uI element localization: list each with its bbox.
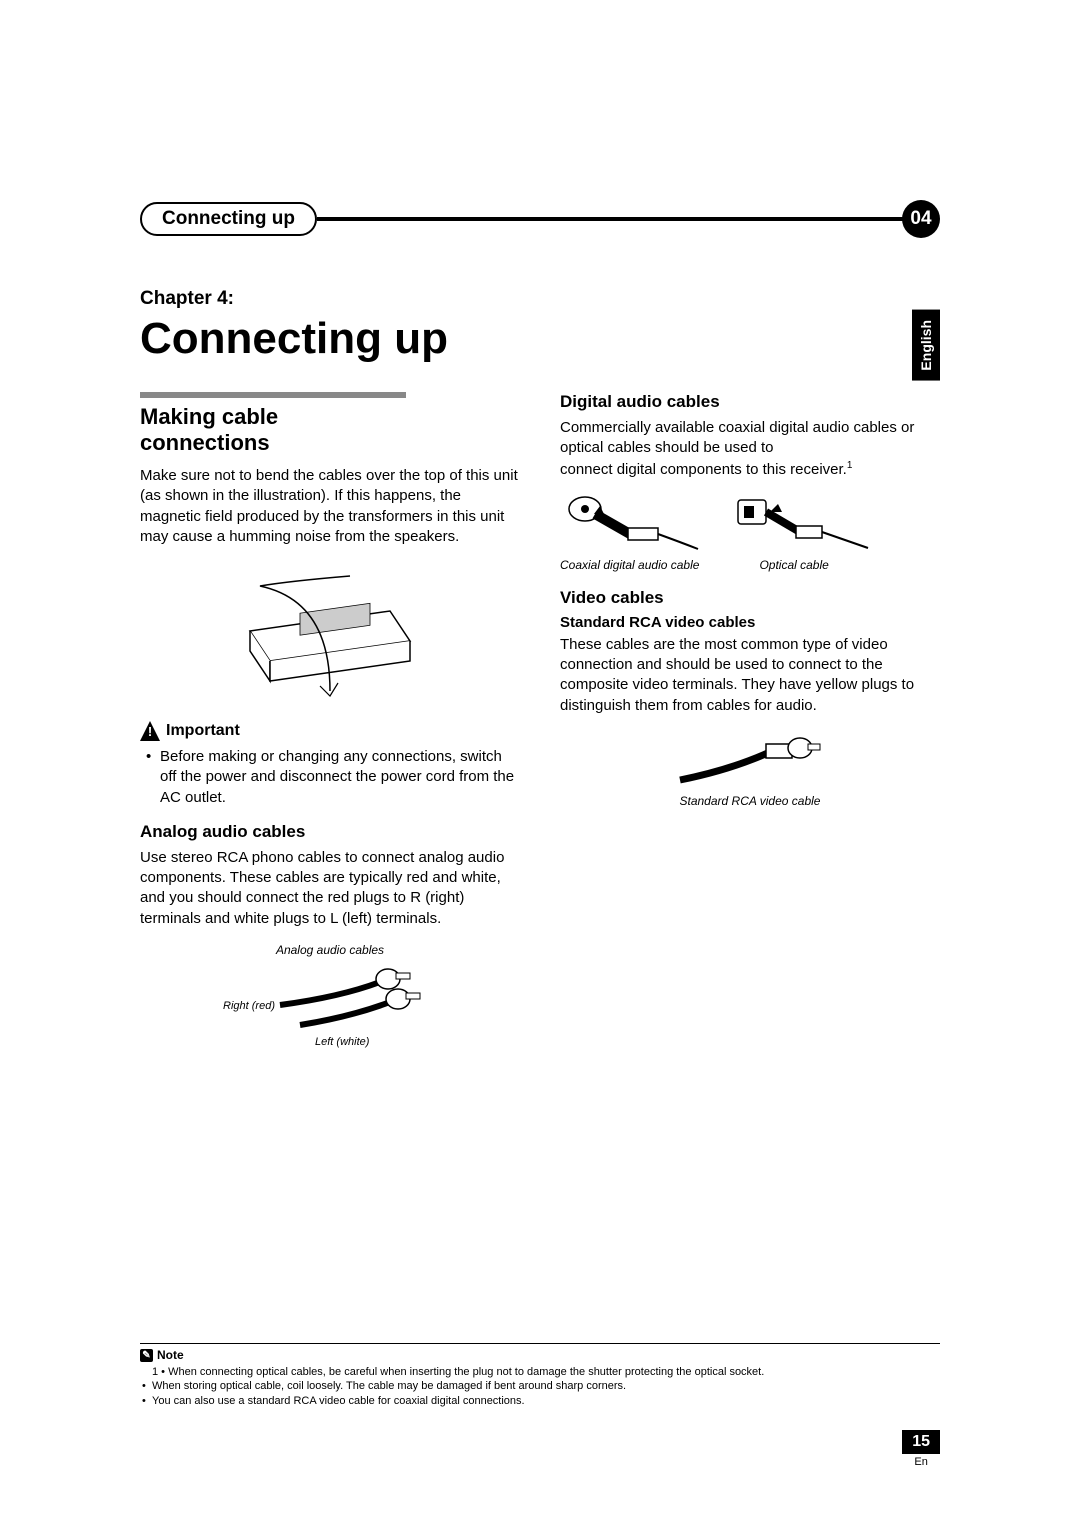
section-title: Making cable connections [140, 392, 406, 456]
analog-fig-title: Analog audio cables [140, 943, 520, 957]
digital-body-2: connect digital components to this recei… [560, 461, 847, 478]
video-heading: Video cables [560, 588, 940, 608]
right-column: Digital audio cables Commercially availa… [560, 392, 940, 1061]
coax-label: Coaxial digital audio cable [560, 558, 699, 572]
rca-pair-icon: Right (red) Left (white) [220, 967, 440, 1057]
header-pill: Connecting up [140, 202, 317, 236]
note-header: ✎ Note [140, 1348, 940, 1364]
unit-illustration [140, 561, 520, 701]
footnote-ref: 1 [847, 460, 853, 471]
chapter-prefix: Chapter 4: [140, 288, 940, 310]
important-row: ! Important [140, 721, 520, 741]
warning-icon: ! [140, 721, 160, 741]
digital-body-1: Commercially available coaxial digital a… [560, 419, 914, 456]
header-line [317, 217, 904, 221]
page-number: 15 [902, 1430, 940, 1454]
note-label: Note [157, 1348, 184, 1364]
chapter-number-badge: 04 [902, 200, 940, 238]
note-icon: ✎ [140, 1349, 153, 1362]
rca-video-illustration [560, 730, 940, 790]
note-3: You can also use a standard RCA video ca… [140, 1394, 940, 1408]
digital-cable-labels: Coaxial digital audio cable Optical cabl… [560, 558, 940, 572]
page-lang-short: En [902, 1456, 940, 1468]
analog-body: Use stereo RCA phono cables to connect a… [140, 848, 520, 929]
optical-label: Optical cable [759, 558, 828, 572]
rca-video-cable-icon [670, 730, 830, 790]
rca-body: These cables are the most common type of… [560, 635, 940, 716]
left-white-label: Left (white) [315, 1036, 370, 1048]
note-section: ✎ Note 1 • When connecting optical cable… [140, 1343, 940, 1408]
digital-body: Commercially available coaxial digital a… [560, 418, 940, 480]
language-tab: English [912, 310, 940, 381]
receiver-diagram-icon [230, 561, 430, 701]
rca-fig-label: Standard RCA video cable [560, 794, 940, 808]
digital-cable-row [560, 494, 940, 554]
analog-heading: Analog audio cables [140, 822, 520, 842]
note-1: 1 • When connecting optical cables, be c… [140, 1365, 940, 1379]
analog-cable-illustration: Right (red) Left (white) [140, 967, 520, 1057]
analog-fig-title-text: Analog audio cables [276, 943, 384, 957]
chapter-header-row: Connecting up 04 [140, 200, 940, 238]
important-label: Important [166, 722, 240, 740]
note-1-prefix: 1 [152, 1366, 158, 1378]
rca-subheading: Standard RCA video cables [560, 614, 940, 631]
digital-heading: Digital audio cables [560, 392, 940, 412]
right-red-label: Right (red) [223, 1000, 275, 1012]
important-bullet: Before making or changing any connection… [140, 747, 520, 808]
page-badge: 15 En [902, 1430, 940, 1468]
coaxial-cable-icon [560, 494, 700, 554]
note-1-text: When connecting optical cables, be caref… [168, 1366, 764, 1378]
content-columns: Making cable connections Make sure not t… [140, 392, 940, 1061]
optical-cable-icon [730, 494, 870, 554]
left-column: Making cable connections Make sure not t… [140, 392, 520, 1061]
intro-text: Make sure not to bend the cables over th… [140, 466, 520, 547]
note-2: When storing optical cable, coil loosely… [140, 1379, 940, 1393]
chapter-title: Connecting up [140, 314, 940, 364]
